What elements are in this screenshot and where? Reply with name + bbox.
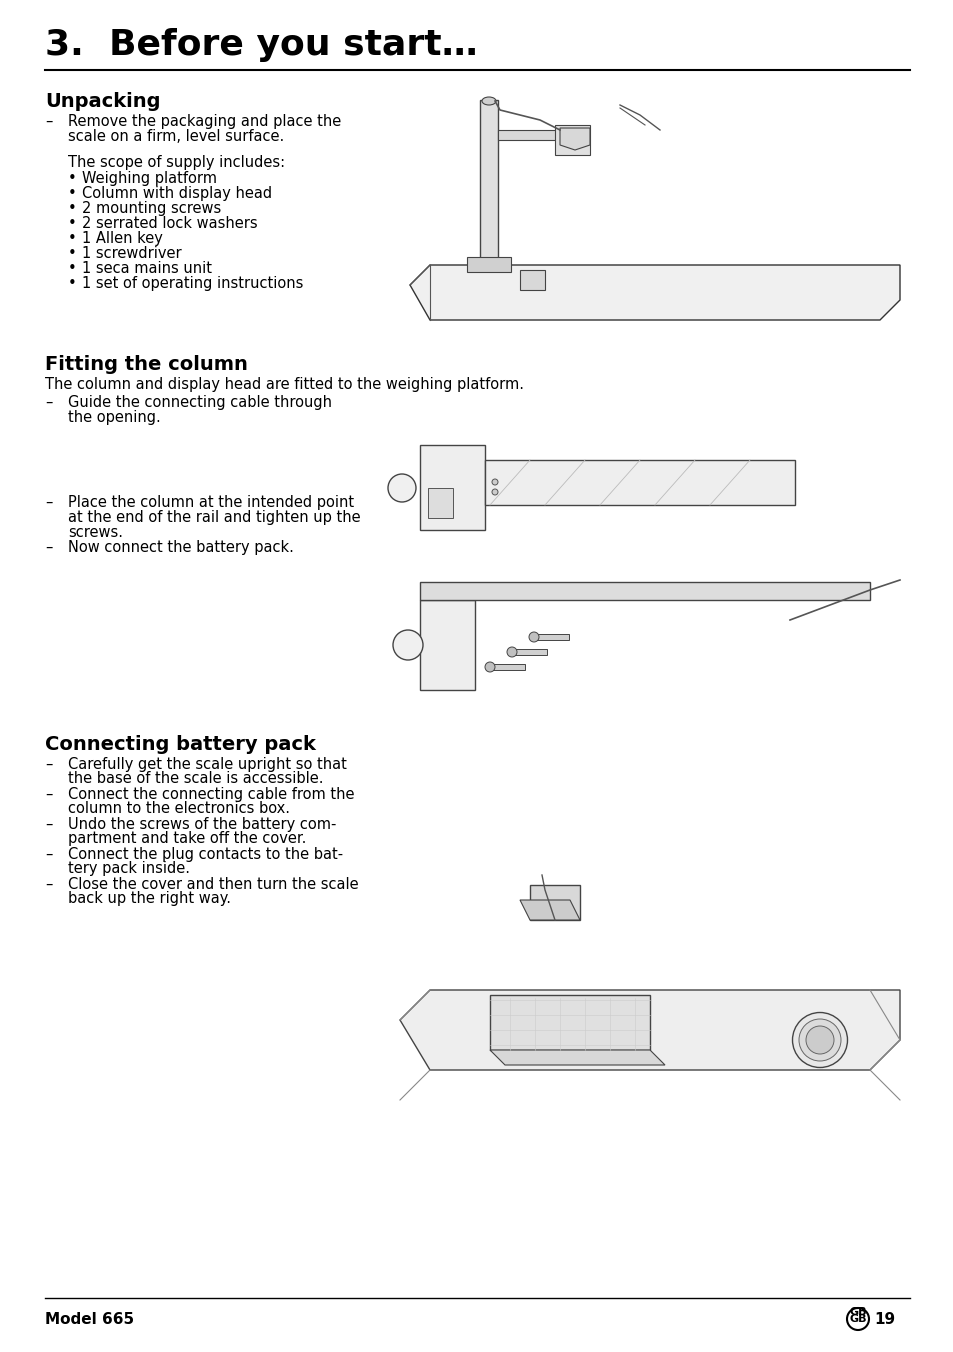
Bar (467, 257, 511, 272)
Text: •: • (68, 231, 76, 246)
Text: scale on a firm, level surface.: scale on a firm, level surface. (68, 128, 284, 145)
Text: •: • (68, 246, 76, 261)
Text: •: • (68, 276, 76, 291)
Text: The scope of supply includes:: The scope of supply includes: (68, 155, 285, 170)
Ellipse shape (484, 662, 495, 672)
Text: screws.: screws. (68, 525, 123, 539)
Ellipse shape (481, 97, 496, 105)
Text: the opening.: the opening. (68, 410, 161, 425)
Text: Undo the screws of the battery com-: Undo the screws of the battery com- (68, 817, 336, 831)
Text: •: • (68, 261, 76, 276)
Bar (479, 100, 497, 260)
Ellipse shape (792, 1013, 846, 1068)
Text: –: – (45, 817, 52, 831)
Ellipse shape (492, 489, 497, 495)
Text: Unpacking: Unpacking (45, 92, 160, 111)
Text: •: • (68, 201, 76, 216)
Bar (484, 460, 794, 506)
Text: •: • (68, 216, 76, 231)
Polygon shape (399, 990, 899, 1069)
Text: partment and take off the cover.: partment and take off the cover. (68, 831, 306, 846)
Text: GB: GB (848, 1314, 866, 1324)
Text: –: – (45, 539, 52, 556)
Text: Connect the plug contacts to the bat-: Connect the plug contacts to the bat- (68, 846, 343, 863)
Text: GB: GB (848, 1307, 866, 1317)
Bar (512, 649, 546, 654)
Bar (419, 581, 869, 600)
Polygon shape (410, 265, 899, 320)
Polygon shape (559, 128, 589, 150)
Text: Column with display head: Column with display head (82, 187, 272, 201)
Text: –: – (45, 395, 52, 410)
Text: Place the column at the intended point: Place the column at the intended point (68, 495, 354, 510)
Bar (530, 886, 579, 919)
Bar (419, 445, 484, 530)
Text: 2 serrated lock washers: 2 serrated lock washers (82, 216, 257, 231)
Text: 3.  Before you start…: 3. Before you start… (45, 28, 477, 62)
Text: Carefully get the scale upright so that: Carefully get the scale upright so that (68, 757, 347, 772)
Text: Guide the connecting cable through: Guide the connecting cable through (68, 395, 332, 410)
Text: •: • (68, 170, 76, 187)
Text: Weighing platform: Weighing platform (82, 170, 216, 187)
Text: –: – (45, 114, 52, 128)
Text: 19: 19 (873, 1311, 894, 1328)
Text: –: – (45, 787, 52, 802)
Ellipse shape (805, 1026, 833, 1055)
Text: –: – (45, 757, 52, 772)
Text: •: • (68, 187, 76, 201)
Text: Now connect the battery pack.: Now connect the battery pack. (68, 539, 294, 556)
Text: The column and display head are fitted to the weighing platform.: The column and display head are fitted t… (45, 377, 523, 392)
Text: 1 seca mains unit: 1 seca mains unit (82, 261, 212, 276)
Bar (519, 270, 544, 289)
Text: Remove the packaging and place the: Remove the packaging and place the (68, 114, 341, 128)
Text: Connecting battery pack: Connecting battery pack (45, 735, 315, 754)
Ellipse shape (393, 630, 422, 660)
Ellipse shape (506, 648, 517, 657)
Text: Fitting the column: Fitting the column (45, 356, 248, 375)
Bar (428, 488, 453, 518)
Ellipse shape (799, 1019, 841, 1061)
Bar (419, 600, 475, 690)
Text: the base of the scale is accessible.: the base of the scale is accessible. (68, 771, 323, 786)
Text: Connect the connecting cable from the: Connect the connecting cable from the (68, 787, 355, 802)
Text: 1 Allen key: 1 Allen key (82, 231, 163, 246)
Ellipse shape (388, 475, 416, 502)
Text: back up the right way.: back up the right way. (68, 891, 231, 906)
Text: 1 set of operating instructions: 1 set of operating instructions (82, 276, 303, 291)
Ellipse shape (529, 631, 538, 642)
Text: Close the cover and then turn the scale: Close the cover and then turn the scale (68, 877, 358, 892)
Text: at the end of the rail and tighten up the: at the end of the rail and tighten up th… (68, 510, 360, 525)
Bar (534, 634, 568, 639)
Bar (497, 130, 558, 141)
Text: Model 665: Model 665 (45, 1311, 134, 1328)
Bar (555, 124, 589, 155)
Text: tery pack inside.: tery pack inside. (68, 861, 190, 876)
Polygon shape (490, 1051, 664, 1065)
Text: column to the electronics box.: column to the electronics box. (68, 800, 290, 817)
Text: –: – (45, 877, 52, 892)
Text: –: – (45, 846, 52, 863)
Bar (490, 995, 649, 1051)
Ellipse shape (492, 479, 497, 485)
Text: 1 screwdriver: 1 screwdriver (82, 246, 181, 261)
Text: 2 mounting screws: 2 mounting screws (82, 201, 221, 216)
Text: –: – (45, 495, 52, 510)
Polygon shape (519, 900, 579, 919)
Bar (490, 664, 524, 671)
